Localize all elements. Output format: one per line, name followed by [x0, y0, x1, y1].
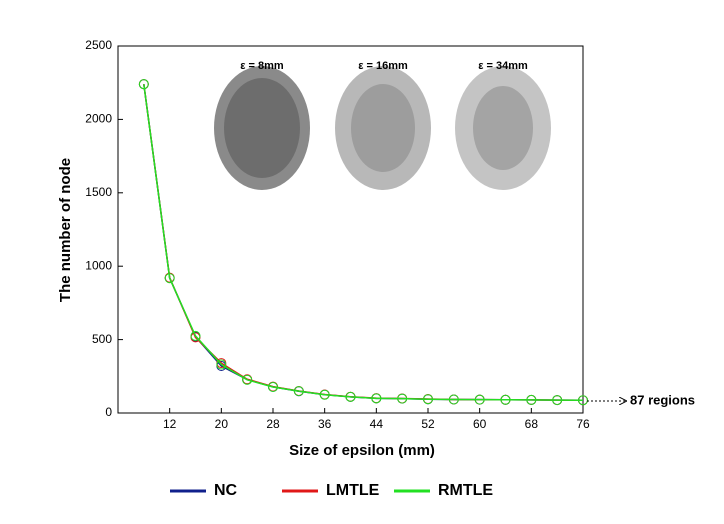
brain-image	[473, 86, 533, 170]
x-tick-label: 60	[473, 417, 487, 431]
y-tick-label: 500	[92, 332, 112, 346]
x-tick-label: 52	[421, 417, 435, 431]
x-tick-label: 12	[163, 417, 177, 431]
y-tick-label: 2000	[85, 112, 112, 126]
y-tick-label: 2500	[85, 38, 112, 52]
x-tick-label: 44	[370, 417, 384, 431]
x-axis-label: Size of epsilon (mm)	[289, 442, 435, 459]
x-tick-label: 20	[215, 417, 229, 431]
point-marker	[500, 394, 511, 405]
brain-image	[351, 84, 415, 172]
point-marker	[448, 394, 459, 405]
point-marker	[293, 386, 304, 397]
brain-insets	[214, 66, 551, 190]
point-marker	[138, 79, 149, 90]
x-tick-label: 28	[266, 417, 280, 431]
point-marker	[526, 394, 537, 405]
point-marker	[164, 273, 175, 284]
legend-label: RMTLE	[438, 482, 493, 499]
point-marker	[578, 395, 588, 406]
x-tick-label: 68	[525, 417, 539, 431]
legend-label: NC	[214, 482, 238, 499]
y-tick-label: 1000	[85, 258, 112, 272]
point-marker	[423, 394, 433, 405]
point-marker	[552, 395, 563, 406]
point-marker	[216, 359, 227, 370]
y-axis-label: The number of node	[57, 158, 74, 302]
point-marker	[242, 374, 253, 385]
x-tick-label: 36	[318, 417, 332, 431]
inset-label: ε = 34mm	[478, 60, 528, 72]
point-marker	[268, 382, 278, 393]
point-marker	[474, 394, 485, 405]
point-marker	[319, 389, 330, 400]
inset-label: ε = 8mm	[240, 60, 284, 72]
point-marker	[190, 330, 201, 341]
legend-label: LMTLE	[326, 482, 380, 499]
point-marker	[371, 393, 382, 404]
annotation: 87 regions	[630, 392, 695, 407]
point-marker	[397, 393, 408, 404]
y-tick-label: 0	[105, 405, 112, 419]
brain-image	[224, 78, 300, 178]
plot-frame	[117, 45, 584, 414]
inset-label: ε = 16mm	[358, 60, 408, 72]
y-tick-label: 1500	[85, 185, 112, 199]
point-marker	[345, 391, 356, 402]
x-tick-label: 76	[576, 417, 590, 431]
